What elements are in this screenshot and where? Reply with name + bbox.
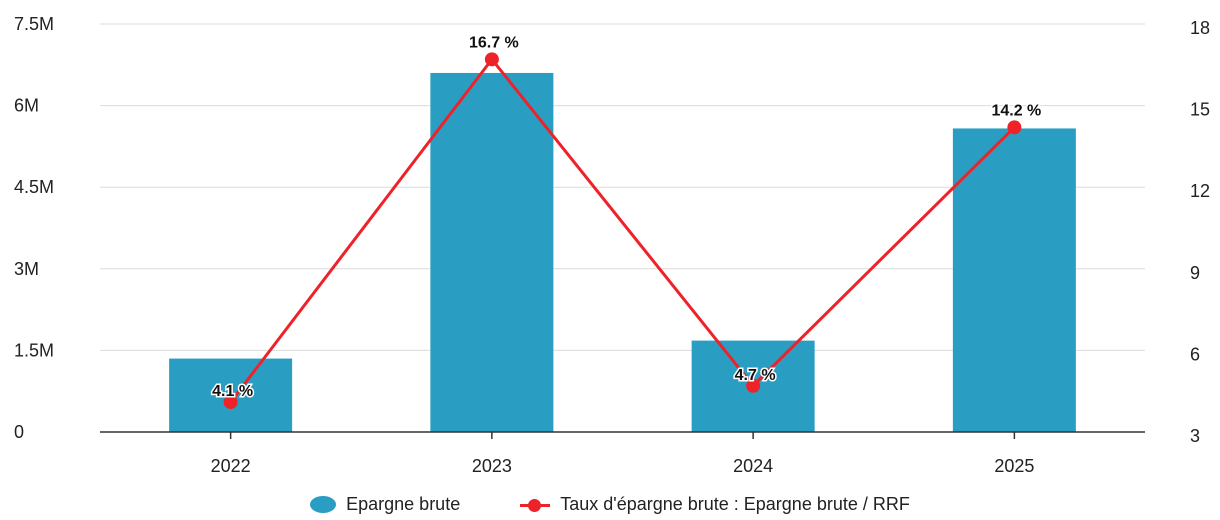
data-label: 4.7 % [735,367,776,384]
line-point [1007,120,1022,135]
line-point [223,395,238,410]
series-line [229,57,1016,403]
x-tick-label: 2022 [211,456,251,476]
y-left-tick-label: 4.5M [14,177,54,197]
y-right-tick-label: 18 [1190,18,1210,38]
legend-item-bar[interactable]: Epargne brute [310,494,460,515]
y-right-tick-label: 12 [1190,181,1210,201]
y-right-tick-label: 3 [1190,426,1200,446]
line-point [484,52,499,67]
bar-series [169,72,1076,433]
y-left-tick-label: 1.5M [14,340,54,360]
chart: 0 1.5M 3M 4.5M 6M 7.5M 3 6 9 12 15 18 2022 2023 2024 20… [14,14,1210,476]
data-label: 16.7 % [469,34,519,51]
data-labels: 4.1 % 16.7 % 4.7 % 14.2 % [211,33,1043,402]
x-tick-label: 2024 [733,456,773,476]
legend: Epargne brute Taux d'épargne brute : Epa… [0,494,1220,515]
axes: 0 1.5M 3M 4.5M 6M 7.5M 3 6 9 12 15 18 2022 2023 2024 20… [14,14,1210,476]
data-label: 4.1 % [212,383,253,400]
bar [430,72,554,433]
x-tick-label: 2025 [994,456,1034,476]
line-series [223,52,1022,410]
y-right-tick-label: 6 [1190,344,1200,364]
bar [952,128,1076,432]
line-point [746,378,761,393]
y-left-tick-label: 7.5M [14,14,54,34]
y-left-tick-label: 3M [14,259,39,279]
x-tick-label: 2023 [472,456,512,476]
legend-swatch-bar [310,496,337,513]
y-left-tick-label: 6M [14,96,39,116]
legend-swatch-line [520,498,551,512]
legend-label-bar: Epargne brute [346,494,461,514]
data-label: 14.2 % [991,102,1041,119]
legend-label-line: Taux d'épargne brute : Epargne brute / R… [560,494,910,514]
y-left-tick-label: 0 [14,422,24,442]
y-right-tick-label: 9 [1190,263,1200,283]
y-right-tick-label: 15 [1190,100,1210,120]
legend-item-line[interactable]: Taux d'épargne brute : Epargne brute / R… [520,494,910,515]
